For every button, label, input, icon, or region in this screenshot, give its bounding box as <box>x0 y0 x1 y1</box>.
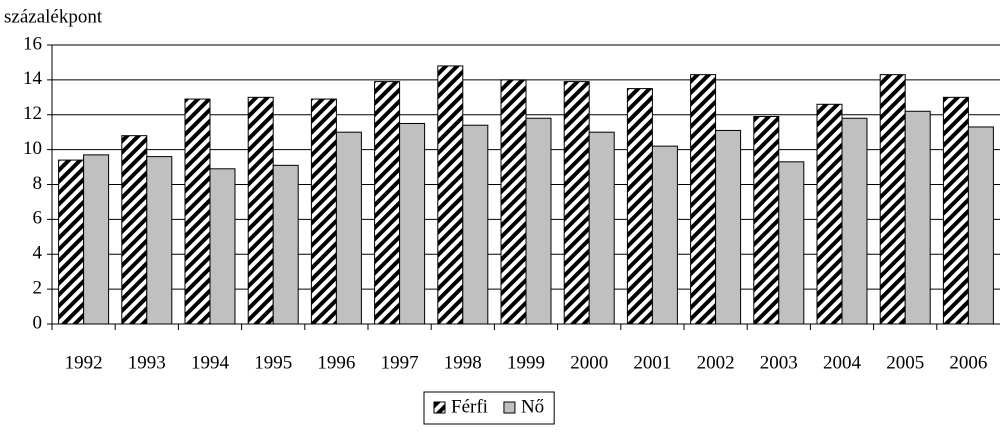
bar <box>525 117 552 325</box>
bar <box>58 159 85 325</box>
y-tick-label: 12 <box>23 103 42 124</box>
x-tick-label: 1994 <box>191 352 230 373</box>
x-tick-label: 1997 <box>381 352 419 373</box>
y-tick-label: 4 <box>33 243 43 264</box>
bar <box>563 81 590 325</box>
x-tick-label: 2001 <box>633 352 671 373</box>
bar <box>209 168 236 325</box>
x-tick-label: 1992 <box>65 352 103 373</box>
y-axis-label: százalékpont <box>4 6 103 27</box>
bar <box>184 98 211 325</box>
bar <box>374 81 401 325</box>
x-tick-label: 2006 <box>949 352 987 373</box>
bar <box>247 96 274 325</box>
x-tick-label: 1996 <box>317 352 355 373</box>
x-tick-label: 2003 <box>760 352 798 373</box>
bar <box>335 131 362 325</box>
y-tick-label: 14 <box>23 68 43 89</box>
y-tick-label: 16 <box>23 33 42 54</box>
legend-label: Nő <box>521 396 544 417</box>
bar <box>462 124 489 325</box>
legend-swatch <box>433 401 446 414</box>
x-tick-label: 1993 <box>128 352 166 373</box>
bar <box>588 131 615 325</box>
x-tick-label: 2002 <box>697 352 735 373</box>
bar <box>626 88 653 325</box>
x-tick-label: 2004 <box>823 352 862 373</box>
bar <box>753 115 780 325</box>
x-tick-label: 1995 <box>254 352 292 373</box>
x-tick-label: 1998 <box>444 352 482 373</box>
bar <box>841 117 868 325</box>
legend-box <box>423 391 555 425</box>
bar <box>942 96 969 325</box>
bar <box>651 145 678 325</box>
legend: Férfi Nő <box>423 391 555 425</box>
bar <box>778 161 805 325</box>
x-tick-label: 2005 <box>886 352 924 373</box>
bar <box>904 110 931 325</box>
y-tick-label: 8 <box>33 173 43 194</box>
y-tick-label: 2 <box>33 277 43 298</box>
bar <box>690 74 717 325</box>
bar <box>83 154 110 325</box>
y-tick-label: 6 <box>33 208 43 229</box>
bar <box>272 164 299 325</box>
y-tick-label: 0 <box>33 312 43 333</box>
bar <box>816 103 843 325</box>
bar <box>715 129 742 325</box>
bar <box>146 156 173 325</box>
x-tick-label: 1999 <box>507 352 545 373</box>
bar <box>121 135 148 325</box>
x-tick-label: 2000 <box>570 352 608 373</box>
bar <box>967 126 994 325</box>
bar <box>879 74 906 325</box>
bar <box>399 122 426 325</box>
y-tick-label: 10 <box>23 138 42 159</box>
legend-label: Férfi <box>451 396 488 417</box>
bar <box>500 79 527 325</box>
bar <box>437 65 464 325</box>
bar <box>310 98 337 325</box>
legend-swatch <box>503 401 516 414</box>
